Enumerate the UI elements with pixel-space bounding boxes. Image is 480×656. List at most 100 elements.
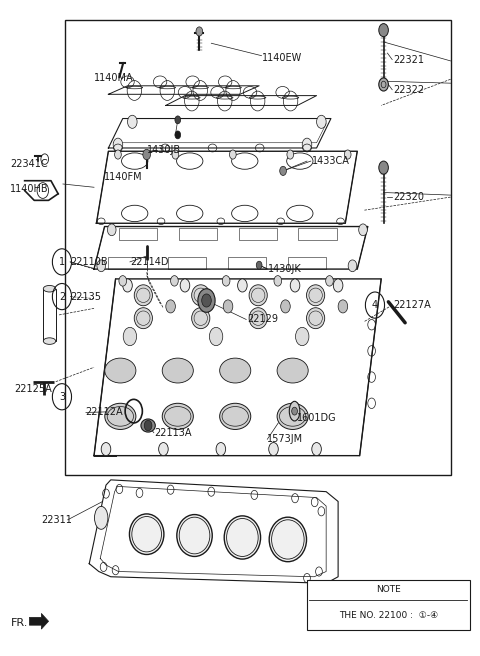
Circle shape [209,327,223,346]
Text: 22114D: 22114D [130,257,168,267]
Ellipse shape [134,308,153,329]
Circle shape [180,279,190,292]
Bar [299,228,336,239]
Ellipse shape [162,358,193,383]
Ellipse shape [269,517,307,562]
Ellipse shape [307,308,324,329]
Ellipse shape [95,506,108,529]
Circle shape [172,150,179,159]
Circle shape [216,443,226,456]
Text: 22113A: 22113A [154,428,192,438]
Text: THE NO. 22100 :  ①-④: THE NO. 22100 : ①-④ [339,611,438,619]
Bar [179,228,217,239]
Ellipse shape [224,516,261,559]
Text: 1140HB: 1140HB [10,184,49,194]
Polygon shape [29,613,48,629]
Text: 1430JK: 1430JK [268,264,301,274]
Ellipse shape [249,285,267,306]
Text: 22110B: 22110B [70,257,108,267]
Ellipse shape [162,403,193,430]
Text: NOTE: NOTE [376,585,401,594]
Text: 4: 4 [372,300,378,310]
Circle shape [229,150,236,159]
Ellipse shape [307,285,324,306]
Circle shape [274,276,282,286]
Circle shape [97,260,106,272]
Circle shape [238,279,247,292]
Ellipse shape [277,358,308,383]
Ellipse shape [105,358,136,383]
Ellipse shape [220,403,251,430]
Circle shape [338,300,348,313]
Circle shape [101,443,111,456]
Circle shape [379,78,388,91]
Circle shape [198,289,215,312]
Bar [65,20,451,476]
Circle shape [296,327,309,346]
Circle shape [108,224,116,236]
Ellipse shape [141,419,156,432]
Ellipse shape [43,285,56,292]
Bar [108,257,147,269]
Circle shape [113,138,123,152]
Text: 22322: 22322 [393,85,424,94]
Circle shape [202,294,211,307]
Circle shape [158,443,168,456]
Text: 22321: 22321 [393,54,424,64]
Ellipse shape [134,285,153,306]
Bar [168,257,206,269]
Circle shape [269,443,278,456]
Ellipse shape [249,308,267,329]
Text: 22320: 22320 [393,192,424,202]
Circle shape [344,150,351,159]
Text: 22341C: 22341C [10,159,48,169]
Bar [119,228,157,239]
Ellipse shape [192,308,210,329]
Text: 22129: 22129 [247,314,278,325]
Ellipse shape [220,358,251,383]
Bar [307,580,470,630]
Circle shape [175,131,180,139]
Bar [43,289,56,341]
Circle shape [317,115,326,129]
Circle shape [302,138,312,152]
Ellipse shape [277,403,308,430]
Text: 2: 2 [59,291,65,302]
Circle shape [280,167,287,175]
Ellipse shape [289,401,300,421]
Circle shape [281,300,290,313]
Circle shape [119,276,127,286]
Circle shape [287,150,294,159]
Text: 22125A: 22125A [14,384,52,394]
Bar [288,257,326,269]
Circle shape [290,279,300,292]
Text: 1601DG: 1601DG [297,413,336,423]
Circle shape [222,276,230,286]
Text: 22311: 22311 [41,515,72,525]
Text: 1140EW: 1140EW [262,52,302,62]
Circle shape [175,116,180,124]
Text: 1433CA: 1433CA [312,156,349,166]
Text: 3: 3 [59,392,65,401]
Circle shape [144,420,152,431]
Ellipse shape [192,285,210,306]
Circle shape [143,150,151,160]
Circle shape [128,115,137,129]
Ellipse shape [177,514,212,556]
Circle shape [256,261,262,269]
Text: 22127A: 22127A [393,300,431,310]
Circle shape [123,279,132,292]
Text: 22112A: 22112A [85,407,123,417]
Text: 1140FM: 1140FM [104,173,142,182]
Ellipse shape [130,514,164,554]
Circle shape [115,150,121,159]
Circle shape [170,276,178,286]
Text: 1573JM: 1573JM [267,434,303,444]
Circle shape [312,443,322,456]
Text: FR.: FR. [11,617,29,628]
Circle shape [166,300,175,313]
Circle shape [379,24,388,37]
Bar [239,228,277,239]
Circle shape [196,27,203,36]
Circle shape [359,224,367,236]
